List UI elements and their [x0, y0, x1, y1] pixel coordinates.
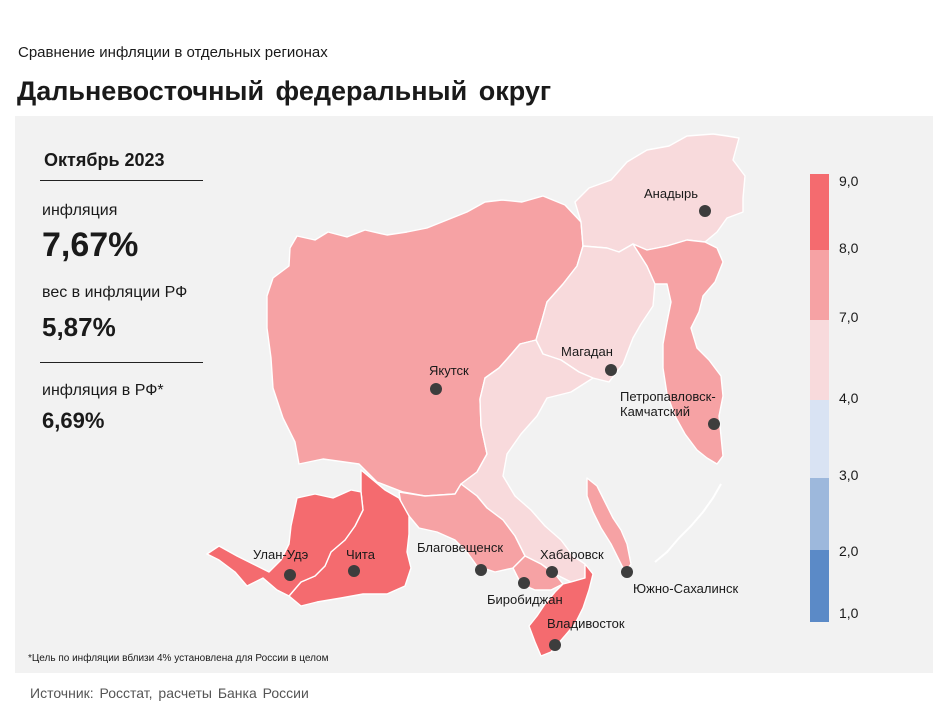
chart-subtitle: Сравнение инфляции в отдельных регионах	[18, 44, 328, 61]
city-dot-magadan[interactable]	[605, 364, 617, 376]
city-label-yakutsk: Якутск	[429, 363, 469, 378]
city-dot-vladivostok[interactable]	[549, 639, 561, 651]
city-label-anadyr: Анадырь	[644, 186, 698, 201]
city-label-chita: Чита	[346, 547, 376, 562]
city-dot-chita[interactable]	[348, 565, 360, 577]
rf-inflation-label: инфляция в РФ*	[42, 382, 164, 399]
legend-tick-1: 1,0	[839, 605, 859, 621]
weight-label: вес в инфляции РФ	[42, 284, 188, 301]
inflation-value: 7,67%	[42, 226, 139, 264]
chart-title: Дальневосточный федеральный округ	[17, 76, 552, 106]
period-label: Октябрь 2023	[44, 150, 165, 170]
legend-class-7-8	[810, 250, 829, 320]
city-label-magadan: Магадан	[561, 344, 613, 359]
city-dot-yakutsk[interactable]	[430, 383, 442, 395]
legend-tick-2: 2,0	[839, 543, 859, 559]
city-dot-birobidzhan[interactable]	[518, 577, 530, 589]
legend-class-4-7	[810, 320, 829, 400]
city-label-birobidzhan: Биробиджан	[487, 592, 563, 607]
city-label-blagoveshchensk: Благовещенск	[417, 540, 503, 555]
city-dot-blagoveshchensk[interactable]	[475, 564, 487, 576]
legend: 9,0 8,0 7,0 4,0 3,0 2,0 1,0	[810, 173, 859, 622]
city-dot-petropavlovsk[interactable]	[708, 418, 720, 430]
city-label-yuzhno-sakhalinsk: Южно-Сахалинск	[633, 581, 738, 596]
source-note: Источник: Росстат, расчеты Банка России	[30, 685, 309, 701]
region-kamchatka[interactable]	[632, 239, 724, 465]
city-label-ulan-ude: Улан-Удэ	[253, 547, 309, 562]
kuril-islands	[654, 483, 722, 563]
inflation-label: инфляция	[42, 202, 118, 219]
legend-class-1-2	[810, 550, 829, 622]
weight-value: 5,87%	[42, 312, 116, 342]
legend-tick-9: 9,0	[839, 173, 859, 189]
legend-tick-4: 4,0	[839, 390, 859, 406]
legend-class-3-4	[810, 400, 829, 478]
city-label-petropavlovsk-2: Камчатский	[620, 404, 690, 419]
legend-class-8-9	[810, 174, 829, 250]
city-dot-ulan-ude[interactable]	[284, 569, 296, 581]
legend-tick-3: 3,0	[839, 467, 859, 483]
divider-bottom	[40, 362, 203, 363]
city-label-khabarovsk: Хабаровск	[540, 547, 604, 562]
legend-class-2-3	[810, 478, 829, 550]
rf-inflation-value: 6,69%	[42, 408, 105, 433]
city-label-petropavlovsk-1: Петропавловск-	[620, 389, 716, 404]
city-dot-anadyr[interactable]	[699, 205, 711, 217]
city-dot-khabarovsk[interactable]	[546, 566, 558, 578]
legend-tick-7: 7,0	[839, 309, 859, 325]
city-label-vladivostok: Владивосток	[547, 616, 625, 631]
footnote: *Цель по инфляции вблизи 4% установлена …	[28, 653, 329, 664]
region-primorsky[interactable]	[528, 563, 594, 657]
legend-tick-8: 8,0	[839, 240, 859, 256]
divider-top	[40, 180, 203, 181]
city-dot-yuzhno-sakhalinsk[interactable]	[621, 566, 633, 578]
region-buryatia[interactable]	[206, 489, 364, 597]
region-map: Анадырь Якутск Магадан Петропавловск- Ка…	[206, 133, 859, 657]
map-panel: Анадырь Якутск Магадан Петропавловск- Ка…	[15, 116, 933, 673]
